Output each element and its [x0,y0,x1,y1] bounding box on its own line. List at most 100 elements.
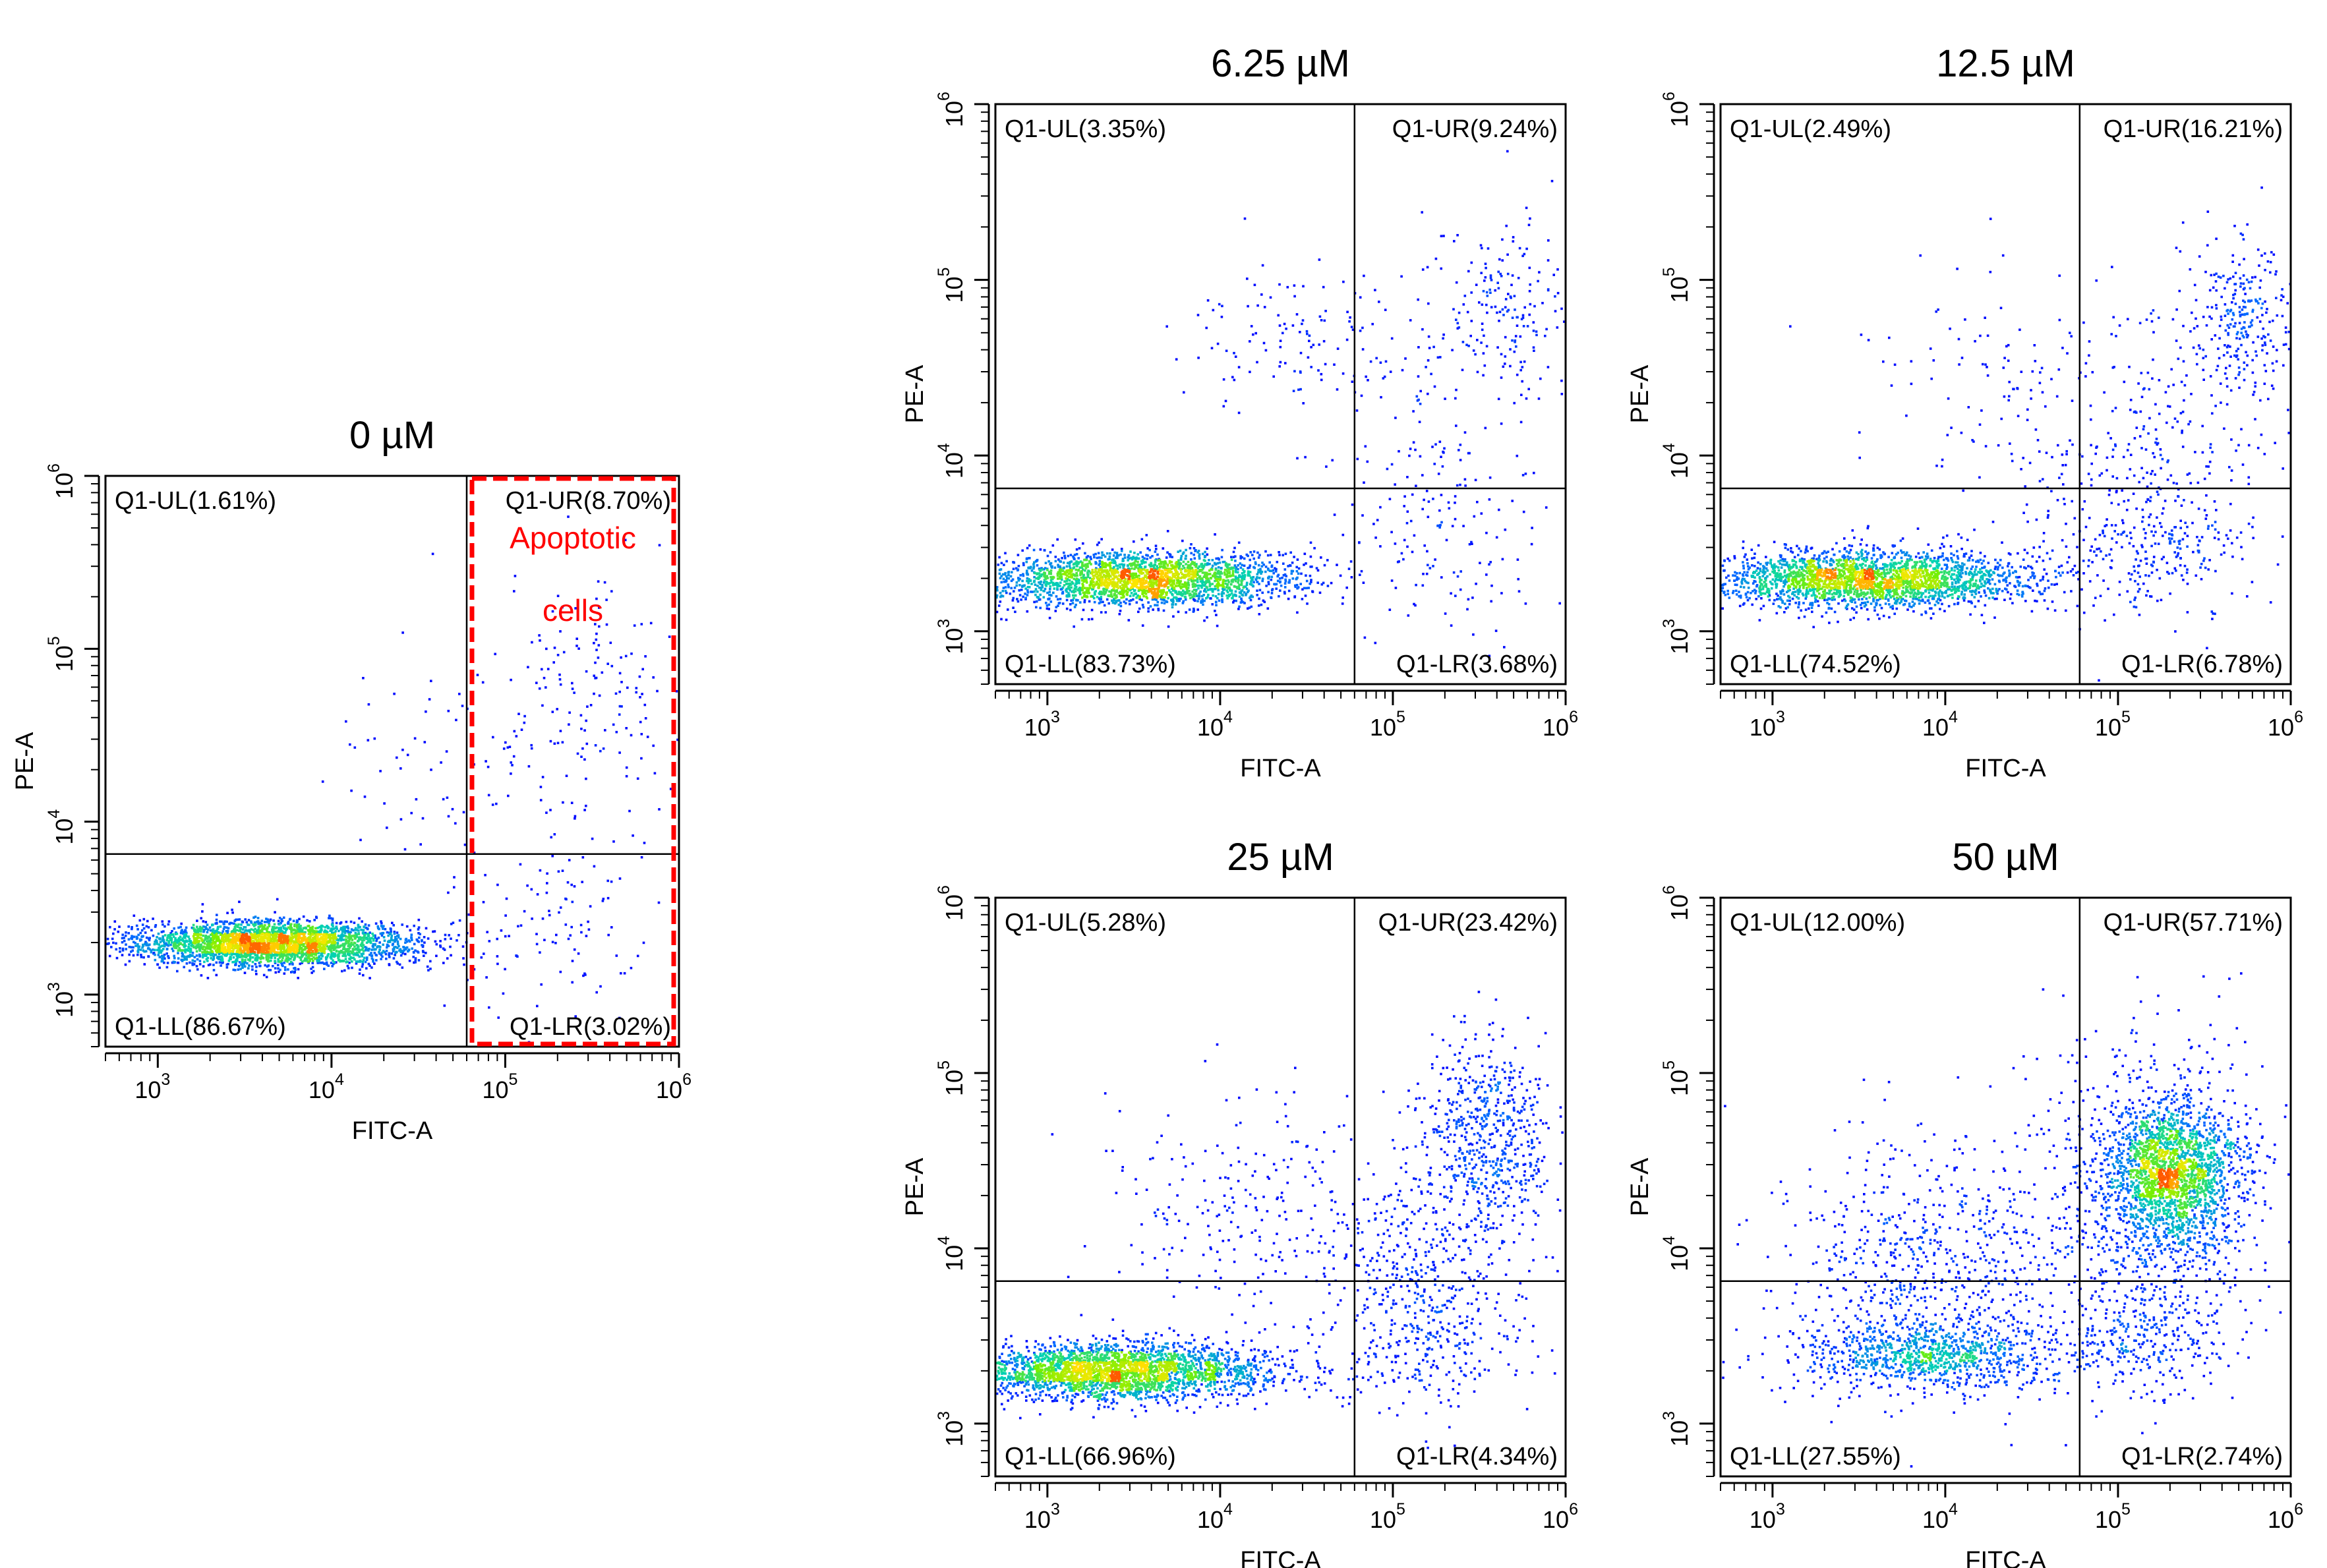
scatter-point [274,940,276,943]
scatter-point [255,970,258,973]
scatter-point [284,931,287,934]
scatter-point [226,964,229,966]
scatter-point [618,691,621,693]
scatter-point [542,776,545,778]
scatter-point [1162,547,1165,550]
scatter-point [1333,363,1336,366]
scatter-point [386,931,389,934]
scatter-point [1456,484,1459,487]
scatter-point [1278,283,1281,286]
scatter-point [361,942,364,944]
scatter-point [1057,604,1059,607]
scatter-point [221,949,223,952]
scatter-point [652,745,655,747]
scatter-point [1511,500,1514,502]
scatter-point [1494,306,1497,308]
scatter-point [1154,604,1156,606]
scatter-point [1311,566,1313,568]
scatter-point [336,944,339,947]
scatter-point [1218,600,1221,602]
scatter-point [227,930,229,933]
scatter-point [619,877,622,880]
scatter-point [1098,564,1100,566]
scatter-point [1349,316,1351,319]
scatter-point [287,968,289,971]
scatter-point [1217,343,1220,345]
scatter-point [301,939,303,941]
scatter-point [200,937,202,940]
scatter-point [1113,566,1115,569]
scatter-point [517,925,519,928]
scatter-point [1056,538,1059,541]
scatter-point [154,954,156,956]
scatter-point [668,635,671,638]
scatter-point [1205,597,1208,600]
scatter-point [1193,554,1195,556]
scatter-point [552,711,554,713]
scatter-point [1379,545,1382,548]
scatter-point [567,881,570,884]
scatter-point [1013,562,1016,564]
scatter-point [1030,583,1033,585]
scatter-point [1296,570,1299,573]
scatter-point [316,960,319,962]
scatter-point [1505,225,1508,227]
scatter-point [202,965,205,968]
scatter-point [1427,266,1429,269]
scatter-point [1177,611,1180,614]
scatter-point [1027,586,1030,589]
scatter-point [172,950,175,952]
scatter-point [568,723,570,726]
scatter-point [229,922,232,925]
scatter-point [1516,374,1519,376]
scatter-point [444,938,447,941]
scatter-point [297,944,299,947]
scatter-point [508,935,510,937]
scatter-point [266,966,269,968]
scatter-point [1477,371,1479,374]
scatter-point [1324,363,1327,366]
scatter-point [1155,544,1158,547]
scatter-point [189,938,191,941]
scatter-point [448,710,450,712]
scatter-point [1001,581,1003,584]
scatter-point [368,703,370,706]
scatter-point [570,884,573,886]
scatter-point [375,954,378,957]
scatter-point [1528,314,1531,316]
scatter-point [1527,388,1530,391]
scatter-point [250,942,252,944]
scatter-point [351,960,353,963]
scatter-point [109,955,111,958]
scatter-point [392,943,394,945]
scatter-point [626,687,629,689]
scatter-point [1004,572,1007,575]
scatter-point [482,682,485,684]
scatter-point [1560,380,1563,382]
scatter-point [1529,267,1531,270]
scatter-point [1053,587,1056,590]
scatter-point [1496,346,1499,349]
scatter-point [301,929,304,932]
scatter-point [1480,272,1483,274]
scatter-point [312,937,314,939]
scatter-point [1018,589,1020,592]
scatter-point [1176,600,1179,602]
scatter-point [261,956,264,959]
scatter-point [1238,606,1241,608]
scatter-point [133,936,136,939]
scatter-point [1307,357,1310,359]
scatter-point [152,917,154,920]
scatter-point [231,912,234,914]
scatter-point [1240,601,1243,604]
scatter-point [1203,620,1206,622]
scatter-point [463,964,465,966]
scatter-point [1326,559,1329,562]
scatter-point [1082,542,1084,545]
scatter-point [154,959,157,962]
scatter-point [1129,550,1132,553]
scatter-point [571,981,574,984]
scatter-point [235,946,238,948]
scatter-point [125,964,127,966]
scatter-point [279,917,281,919]
